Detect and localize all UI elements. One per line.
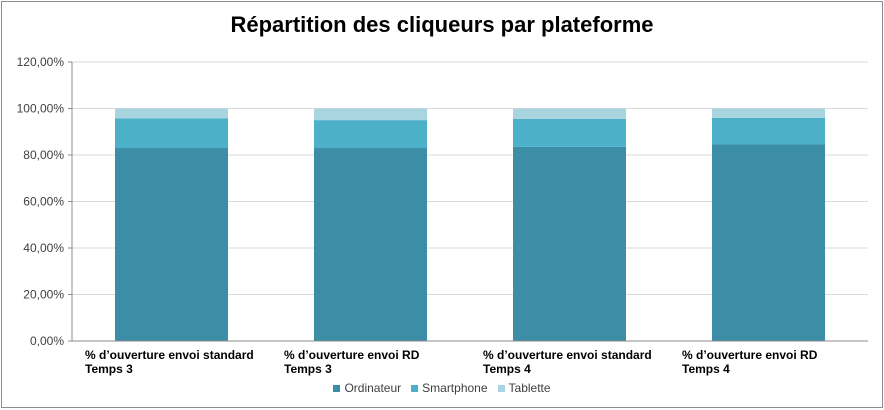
x-category-label: % d’ouverture envoi standard Temps 3 xyxy=(85,348,265,376)
bar-segment-tablette xyxy=(513,108,626,119)
legend-label: Tablette xyxy=(508,381,551,395)
y-tick-label: 0,00% xyxy=(30,334,64,348)
y-tick-label: 60,00% xyxy=(23,195,64,209)
bar-segment-smartphone xyxy=(712,117,825,145)
legend-label: Ordinateur xyxy=(344,381,402,395)
x-category-label-line: % d’ouverture envoi RD xyxy=(682,348,818,362)
bar-segment-smartphone xyxy=(513,118,626,147)
legend-item-ordinateur: Ordinateur xyxy=(333,381,401,395)
y-tick-label: 20,00% xyxy=(23,288,64,302)
bar-segment-smartphone xyxy=(115,118,228,149)
bar-segment-ordinateur xyxy=(115,148,228,341)
legend-item-smartphone: Smartphone xyxy=(411,381,488,395)
bar-segment-smartphone xyxy=(314,120,427,149)
x-category-label: % d’ouverture envoi standard Temps 4 xyxy=(483,348,663,376)
x-category-label: % d’ouverture envoi RD Temps 4 xyxy=(682,348,862,376)
x-category-label-line: Temps 4 xyxy=(483,362,531,376)
y-tick-label: 40,00% xyxy=(23,241,64,255)
x-category-label-line: % d’ouverture envoi standard xyxy=(85,348,254,362)
legend-swatch xyxy=(411,384,419,392)
bar-segment-tablette xyxy=(115,108,228,119)
legend: Ordinateur Smartphone Tablette xyxy=(2,381,882,395)
bar-segment-ordinateur xyxy=(513,146,626,341)
x-category-label-line: % d’ouverture envoi RD xyxy=(284,348,420,362)
legend-label: Smartphone xyxy=(422,381,488,395)
bar-segment-ordinateur xyxy=(712,144,825,341)
bar-segment-tablette xyxy=(314,108,427,121)
y-tick-label: 100,00% xyxy=(17,102,65,116)
bar-segment-ordinateur xyxy=(314,148,427,341)
x-category-label-line: Temps 3 xyxy=(85,362,133,376)
chart-title: Répartition des cliqueurs par plateforme xyxy=(230,12,654,37)
legend-item-tablette: Tablette xyxy=(497,381,551,395)
legend-swatch xyxy=(333,384,341,392)
y-tick-label: 80,00% xyxy=(23,148,64,162)
bar-segment-tablette xyxy=(712,108,825,118)
legend-swatch xyxy=(497,384,505,392)
x-category-label: % d’ouverture envoi RD Temps 3 xyxy=(284,348,464,376)
x-category-label-line: Temps 4 xyxy=(682,362,730,376)
x-category-label-line: Temps 3 xyxy=(284,362,332,376)
x-category-label-line: % d’ouverture envoi standard xyxy=(483,348,652,362)
y-tick-label: 120,00% xyxy=(17,55,65,69)
